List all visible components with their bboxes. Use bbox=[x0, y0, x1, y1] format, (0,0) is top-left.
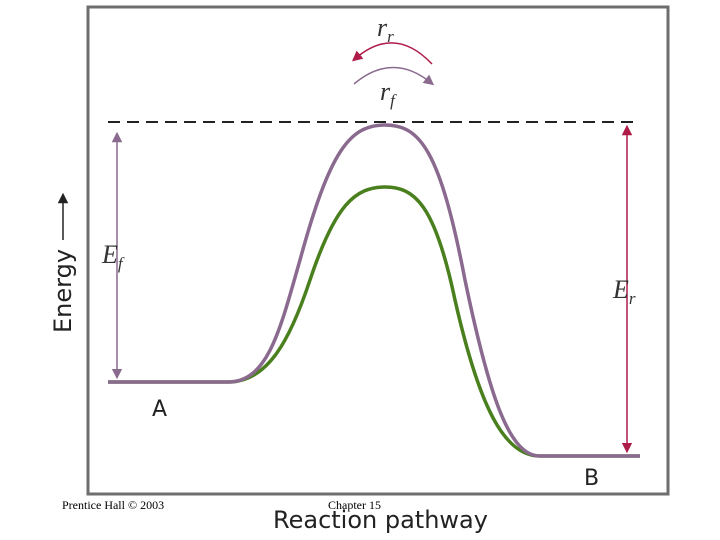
label-main: E bbox=[612, 275, 629, 304]
label-main: r bbox=[380, 77, 391, 106]
label-main: r bbox=[377, 13, 388, 42]
frame bbox=[86, 5, 670, 496]
state-b: B bbox=[584, 466, 599, 491]
label-sub: r bbox=[629, 289, 636, 308]
state-a: A bbox=[152, 397, 167, 422]
label-sub: f bbox=[390, 91, 397, 110]
label-sub: r bbox=[387, 27, 394, 46]
uncatalyzed-curve bbox=[108, 123, 640, 458]
label-sub: f bbox=[118, 254, 125, 273]
rate-reverse: rr bbox=[377, 13, 394, 46]
footer-left: Prentice Hall © 2003 bbox=[62, 498, 164, 512]
rate-forward: rf bbox=[380, 77, 397, 110]
label-main: E bbox=[101, 240, 118, 269]
reverse-arc bbox=[351, 42, 433, 65]
energy-reverse: Er bbox=[612, 275, 636, 308]
footer-center: Chapter 15 bbox=[328, 498, 381, 512]
forward-arc bbox=[353, 66, 435, 86]
energy-forward: Ef bbox=[101, 240, 125, 273]
catalyzed-curve bbox=[108, 185, 640, 458]
y-axis-label: Energy bbox=[49, 249, 77, 333]
x-axis-label: Reaction pathway bbox=[273, 506, 488, 534]
